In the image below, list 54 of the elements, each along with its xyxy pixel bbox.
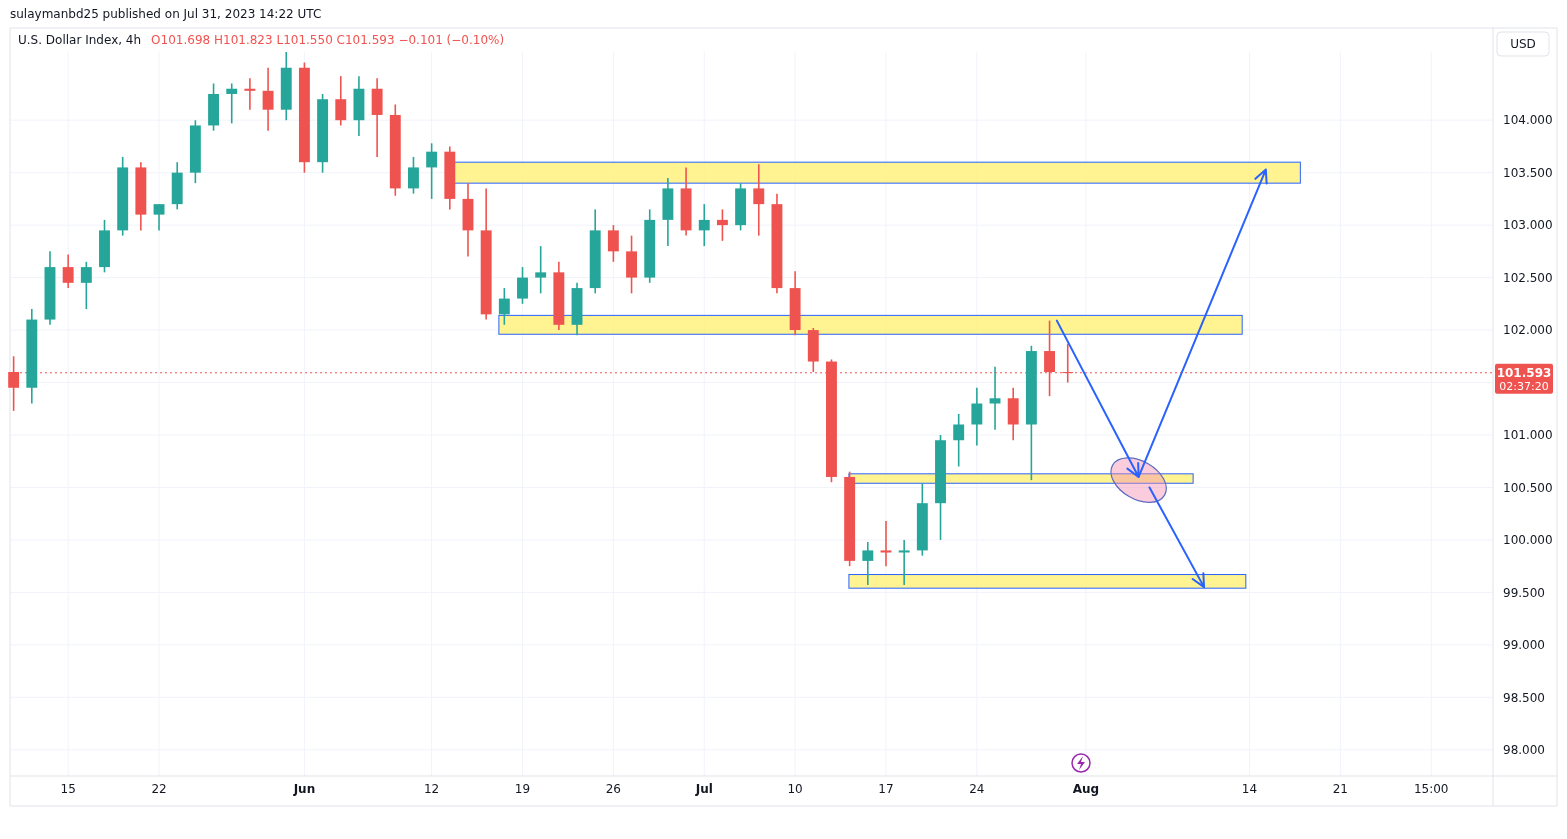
x-tick-label: Aug <box>1072 782 1100 796</box>
y-tick-label: 99.500 <box>1503 585 1545 600</box>
text: sulaymanbd25 published on Jul 31, 2023 14:22 UTC <box>10 7 322 21</box>
candlestick <box>698 203 710 247</box>
candlestick <box>62 253 74 289</box>
x-tick-label: 26 <box>605 782 622 796</box>
candlestick <box>971 386 983 447</box>
y-tick-label: 104.000 <box>1503 113 1553 128</box>
candlestick <box>517 266 528 305</box>
candlestick <box>898 539 910 586</box>
y-tick-label: 102.500 <box>1503 270 1553 285</box>
candlestick <box>862 541 874 586</box>
y-tick-label: 99.000 <box>1503 638 1545 653</box>
candlestick <box>753 163 765 237</box>
x-tick-label: 24 <box>969 782 985 796</box>
y-tick-label: 103.000 <box>1503 218 1553 233</box>
x-tick-label: 12 <box>424 782 440 796</box>
y-tick-label: 98.500 <box>1503 690 1545 705</box>
candlestick <box>226 82 238 125</box>
x-tick-label: Jun <box>292 782 316 796</box>
y-tick-label: 102.000 <box>1503 323 1553 338</box>
y-tick-label: 103.500 <box>1503 165 1553 180</box>
candlestick <box>80 261 92 310</box>
candlestick <box>607 224 619 263</box>
x-tick-label: 22 <box>151 782 167 796</box>
x-tick-label: 10 <box>787 782 803 796</box>
text: 02:37:20 <box>1499 379 1549 393</box>
y-tick-label: 101.000 <box>1503 428 1553 443</box>
x-tick-label: Jul <box>694 782 713 796</box>
y-tick-label: 100.000 <box>1503 533 1553 548</box>
candlestick <box>535 245 547 295</box>
x-tick-label: 15:00 <box>1413 782 1449 796</box>
chart-subtitle: O101.698 H101.823 L101.550 C101.593 −0.101 (−0.10%) <box>151 33 505 47</box>
candlestick <box>262 66 274 132</box>
x-tick-label: 19 <box>514 782 531 796</box>
candlestick <box>953 413 965 468</box>
y-axis-title: USD <box>1510 37 1536 51</box>
x-tick-label: 21 <box>1332 782 1348 796</box>
x-tick-label: 17 <box>878 782 894 796</box>
chart-title: U.S. Dollar Index, 4h <box>18 33 142 47</box>
candlestick <box>335 75 347 127</box>
candlestick <box>716 208 728 242</box>
x-tick-label: 14 <box>1241 782 1258 796</box>
ref-line-label: 101.593 <box>1496 365 1552 380</box>
y-tick-label: 98.000 <box>1503 742 1545 757</box>
candlestick <box>426 142 438 200</box>
candlestick <box>408 156 419 195</box>
candlestick <box>880 520 892 567</box>
candlestick <box>153 203 165 232</box>
candlestick <box>244 77 256 111</box>
candlestick <box>989 365 1001 431</box>
y-tick-label: 100.500 <box>1503 480 1553 495</box>
candlestick <box>498 287 510 326</box>
x-tick-label: 15 <box>60 782 76 796</box>
